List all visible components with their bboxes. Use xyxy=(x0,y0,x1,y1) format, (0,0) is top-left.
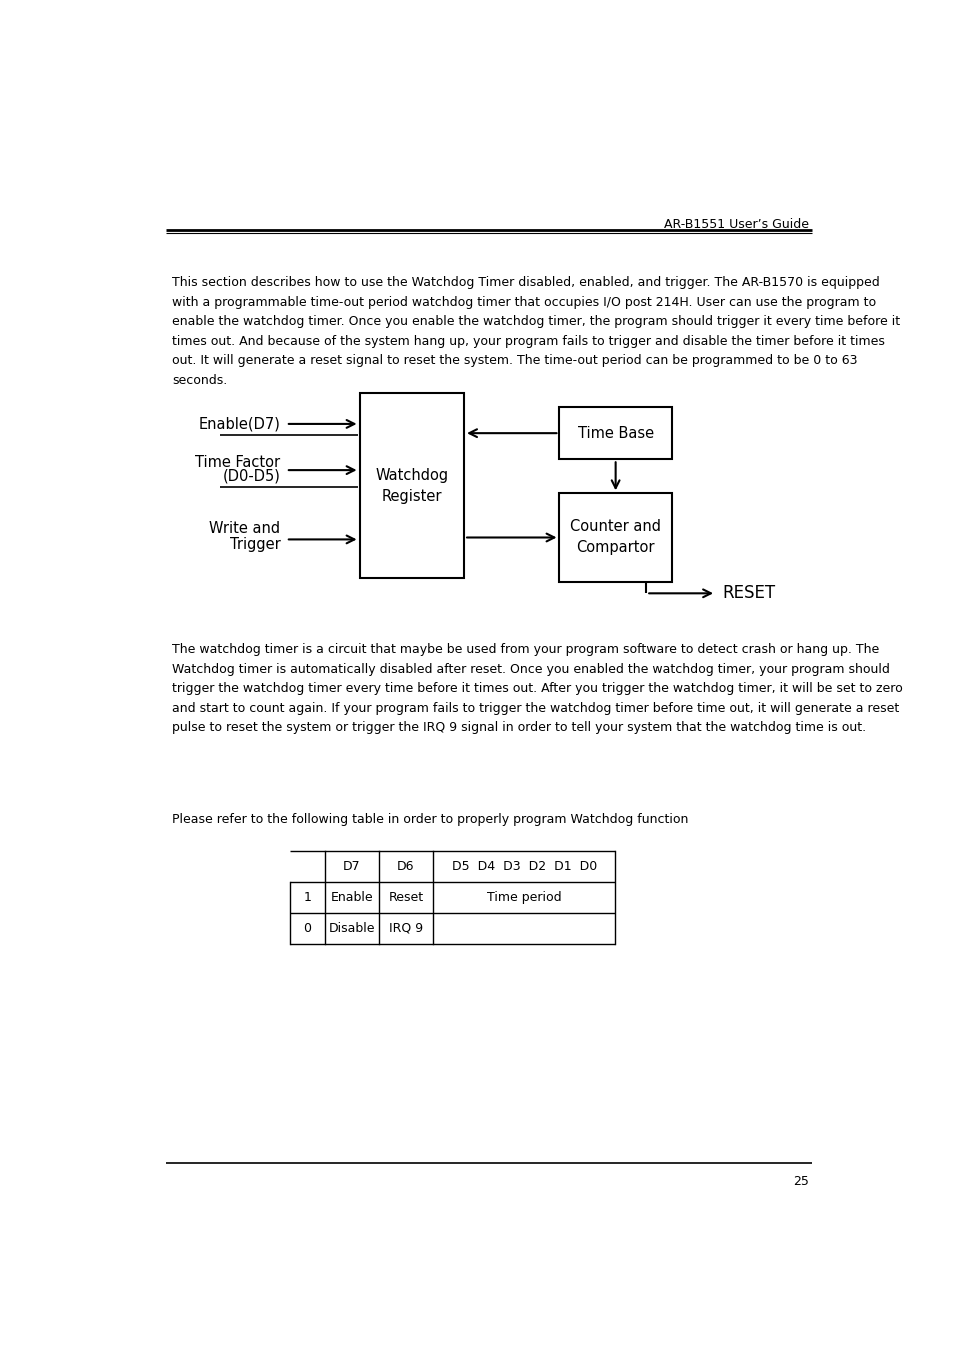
Text: AR-B1551 User’s Guide: AR-B1551 User’s Guide xyxy=(663,218,808,231)
Text: Enable(D7): Enable(D7) xyxy=(198,416,280,431)
Text: 25: 25 xyxy=(792,1174,808,1188)
Text: 0: 0 xyxy=(303,921,311,935)
Text: Time period: Time period xyxy=(486,890,561,904)
Text: D5  D4  D3  D2  D1  D0: D5 D4 D3 D2 D1 D0 xyxy=(451,861,597,873)
Bar xyxy=(359,393,464,578)
Text: Trigger: Trigger xyxy=(230,536,280,551)
Text: Disable: Disable xyxy=(328,921,375,935)
Text: Watchdog
Register: Watchdog Register xyxy=(375,467,448,504)
Text: RESET: RESET xyxy=(721,585,775,603)
Text: Counter and
Compartor: Counter and Compartor xyxy=(570,520,660,555)
Text: Write and: Write and xyxy=(209,521,280,536)
Text: Please refer to the following table in order to properly program Watchdog functi: Please refer to the following table in o… xyxy=(172,813,688,825)
Text: Time Base: Time Base xyxy=(577,426,653,440)
Text: Enable: Enable xyxy=(330,890,373,904)
Bar xyxy=(558,407,671,459)
Text: (D0-D5): (D0-D5) xyxy=(222,469,280,484)
Bar xyxy=(558,493,671,582)
Text: Reset: Reset xyxy=(388,890,423,904)
Text: D7: D7 xyxy=(342,861,360,873)
Text: The watchdog timer is a circuit that maybe be used from your program software to: The watchdog timer is a circuit that may… xyxy=(172,643,902,735)
Text: This section describes how to use the Watchdog Timer disabled, enabled, and trig: This section describes how to use the Wa… xyxy=(172,276,899,386)
Text: Time Factor: Time Factor xyxy=(195,455,280,470)
Text: IRQ 9: IRQ 9 xyxy=(389,921,422,935)
Text: 1: 1 xyxy=(303,890,311,904)
Text: D6: D6 xyxy=(396,861,415,873)
